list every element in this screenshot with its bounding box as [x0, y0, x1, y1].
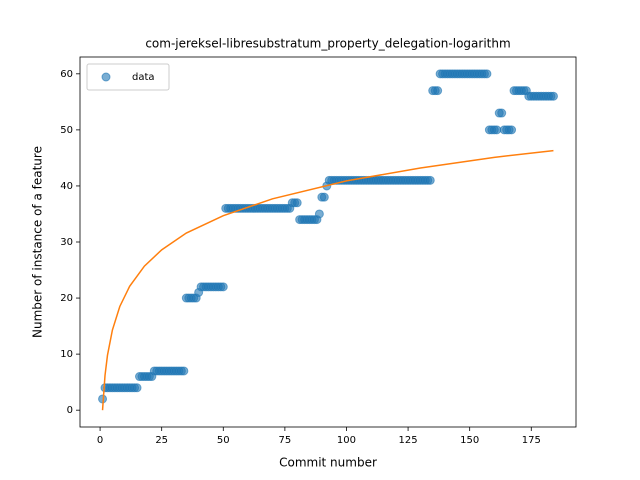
y-tick-label: 40 — [60, 181, 73, 192]
data-point — [492, 125, 502, 135]
plot-frame — [79, 56, 577, 428]
y-tick-label: 30 — [60, 237, 73, 248]
x-tick-label: 50 — [217, 435, 230, 446]
y-axis-label: Number of instance of a feature — [31, 146, 45, 338]
data-point — [319, 192, 329, 202]
legend-marker — [101, 72, 111, 82]
x-axis-label: Commit number — [279, 456, 377, 470]
legend-label: data — [132, 72, 155, 83]
x-tick-label: 25 — [155, 435, 168, 446]
data-point — [497, 108, 507, 118]
data-point — [507, 125, 517, 135]
y-tick-label: 0 — [67, 405, 73, 416]
data-point — [132, 383, 142, 393]
legend-box — [86, 63, 170, 91]
fit-line — [101, 149, 554, 411]
data-point — [314, 209, 324, 219]
data-point — [218, 282, 228, 292]
x-tick-label: 125 — [399, 435, 418, 446]
x-tick-label: 75 — [279, 435, 292, 446]
data-point — [292, 198, 302, 208]
y-tick-label: 50 — [60, 125, 73, 136]
data-point — [425, 175, 435, 185]
x-tick-label: 175 — [522, 435, 541, 446]
y-tick-label: 20 — [60, 293, 73, 304]
data-point — [179, 366, 189, 376]
y-tick-label: 60 — [60, 69, 73, 80]
y-tick-label: 10 — [60, 349, 73, 360]
x-tick-label: 0 — [97, 435, 103, 446]
data-point — [482, 69, 492, 79]
data-point — [548, 91, 558, 101]
x-tick-label: 100 — [337, 435, 356, 446]
chart-title: com-jereksel-libresubstratum_property_de… — [145, 37, 510, 51]
data-point — [433, 86, 443, 96]
x-tick-label: 150 — [460, 435, 479, 446]
